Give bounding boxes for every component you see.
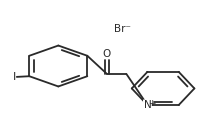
Text: I: I (13, 72, 16, 82)
Text: +: + (148, 98, 156, 108)
Text: Br⁻: Br⁻ (114, 24, 130, 34)
Text: O: O (103, 49, 111, 59)
Text: N: N (144, 100, 151, 110)
